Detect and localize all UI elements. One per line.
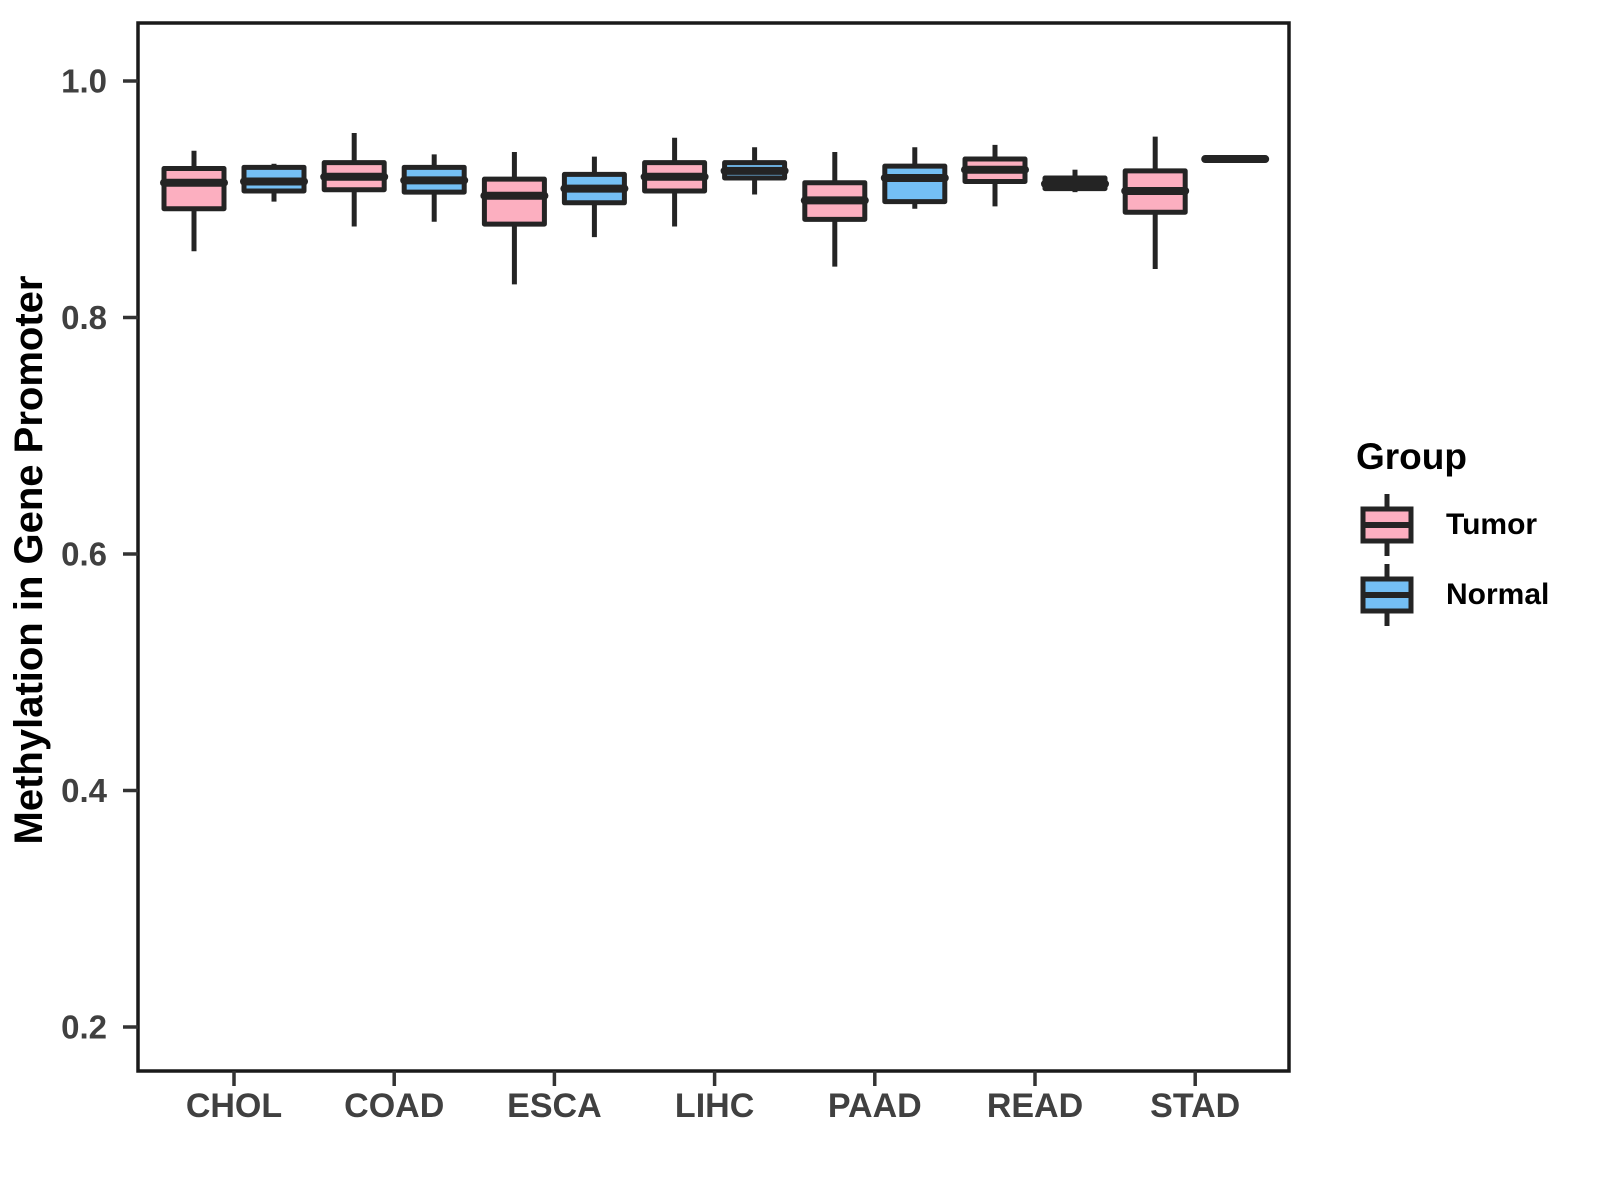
x-tick-label: CHOL xyxy=(186,1087,282,1125)
x-tick-label: COAD xyxy=(344,1087,444,1125)
x-tick-label: ESCA xyxy=(507,1087,601,1125)
box-CHOL-Tumor-box xyxy=(161,166,227,212)
legend-label-tumor: Tumor xyxy=(1446,508,1538,541)
box-ESCA-Tumor-box xyxy=(481,176,547,227)
y-tick-label: 0.2 xyxy=(61,1009,107,1046)
y-tick-label: 0.6 xyxy=(61,536,107,573)
box-PAAD-Normal-box xyxy=(882,163,948,205)
x-tick-label: READ xyxy=(987,1087,1083,1125)
panel-border xyxy=(136,21,1291,1073)
legend: Group Tumor Normal xyxy=(1330,436,1549,632)
legend-label-normal: Normal xyxy=(1446,578,1550,611)
y-tick-label: 1.0 xyxy=(61,63,107,100)
y-tick-label: 0.4 xyxy=(61,772,108,809)
boxplot-key-icon xyxy=(1360,564,1414,626)
boxplot-key-icon xyxy=(1360,494,1414,556)
x-tick-label: PAAD xyxy=(828,1087,922,1125)
legend-item-tumor: Tumor xyxy=(1356,492,1549,558)
y-axis-title: Methylation in Gene Promoter xyxy=(7,276,51,845)
legend-item-normal: Normal xyxy=(1356,562,1549,628)
legend-title: Group xyxy=(1356,436,1467,477)
x-tick-label: STAD xyxy=(1150,1087,1240,1125)
y-tick-label: 0.8 xyxy=(61,299,107,336)
x-tick-label: LIHC xyxy=(675,1087,754,1125)
